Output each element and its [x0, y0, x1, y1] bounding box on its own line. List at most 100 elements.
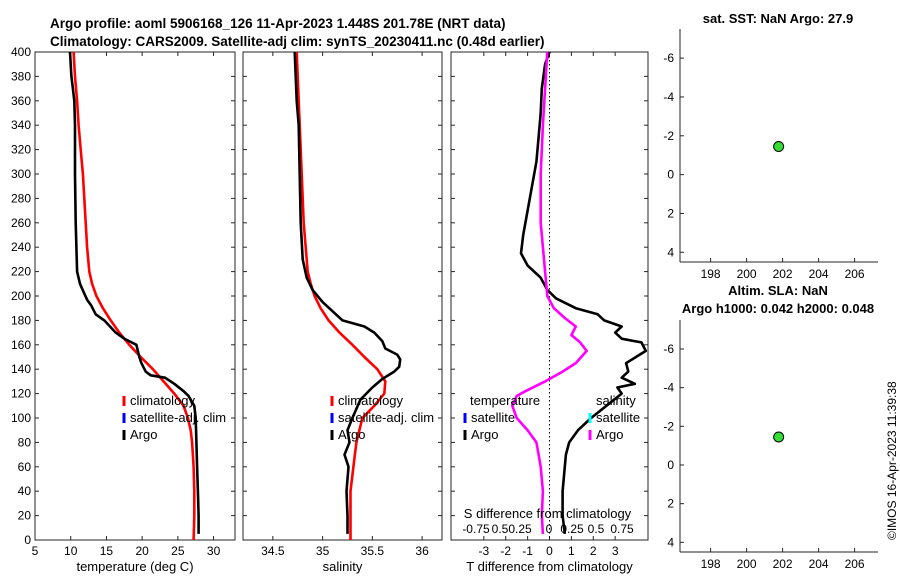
x-tick-label: 204 — [809, 557, 829, 571]
legend-title-salinity: salinity — [596, 393, 636, 408]
y-tick-label: 280 — [11, 191, 31, 205]
x-tick-label: -3 — [478, 544, 489, 558]
y-tick-label: 40 — [18, 484, 32, 498]
y-tick-label: 340 — [11, 118, 31, 132]
y-tick-label: -2 — [663, 419, 674, 433]
legend-item-label: satellite — [596, 410, 640, 425]
x-tick-label: 5 — [32, 544, 39, 558]
top-tick-label: 0.75 — [610, 522, 634, 536]
x-tick-label: 34.5 — [261, 544, 285, 558]
y-tick-label: 80 — [18, 435, 32, 449]
x-tick-label: 202 — [773, 557, 793, 571]
axes-box — [34, 51, 236, 541]
x-tick-label: 35.5 — [361, 544, 385, 558]
figure-title-line1: Argo profile: aoml 5906168_126 11-Apr-20… — [50, 16, 505, 31]
y-tick-label: -4 — [663, 90, 674, 104]
y-tick-label: 320 — [11, 143, 31, 157]
x-tick-label: 35 — [316, 544, 330, 558]
y-tick-label: 120 — [11, 387, 31, 401]
y-tick-label: 2 — [667, 497, 674, 511]
axes-box — [242, 51, 443, 541]
y-tick-label: 200 — [11, 289, 31, 303]
top-tick-label: 0 — [546, 522, 553, 536]
sla-panel-subtitle: Argo h1000: 0.042 h2000: 0.048 — [682, 301, 874, 316]
temperature-panel: 5 10 15 20 25 3002040608010012014016018020022… — [11, 45, 236, 574]
top-tick-label: 0.5 — [588, 522, 605, 536]
y-tick-label: -6 — [663, 51, 674, 65]
x-tick-label: 202 — [773, 267, 793, 281]
figure-title-line2: Climatology: CARS2009. Satellite-adj cli… — [50, 34, 544, 49]
y-tick-label: 300 — [11, 167, 31, 181]
legend-item-label: satellite-adj. clim — [338, 410, 434, 425]
series-argo — [293, 51, 402, 534]
top-axis-label: S difference from climatology — [464, 506, 632, 521]
y-tick-label: 140 — [11, 362, 31, 376]
sst-panel-title: sat. SST: NaN Argo: 27.9 — [703, 11, 854, 26]
y-tick-label: 260 — [11, 216, 31, 230]
x-tick-label: 198 — [701, 557, 721, 571]
y-tick-label: 240 — [11, 240, 31, 254]
top-tick-label: -0.75 — [462, 522, 490, 536]
y-tick-label: 4 — [667, 535, 674, 549]
float-position-point — [773, 431, 785, 443]
x-tick-label: 206 — [845, 557, 865, 571]
x-tick-label: 3 — [612, 544, 619, 558]
y-tick-label: -2 — [663, 129, 674, 143]
legend-item-label: climatology — [130, 393, 196, 408]
y-tick-label: 380 — [11, 69, 31, 83]
y-tick-label: 0 — [24, 533, 31, 547]
x-tick-label: 20 — [135, 544, 149, 558]
legend-item-label: Argo — [130, 427, 157, 442]
top-tick-label: 0.25 — [508, 522, 532, 536]
x-tick-label: 30 — [207, 544, 221, 558]
x-tick-label: 204 — [809, 267, 829, 281]
x-tick-label: -2 — [500, 544, 511, 558]
y-tick-label: 60 — [18, 460, 32, 474]
series-t-argo — [519, 51, 648, 535]
x-tick-label: 200 — [737, 557, 757, 571]
y-tick-label: -4 — [663, 381, 674, 395]
legend-title-temperature: temperature — [470, 393, 540, 408]
top-tick-label: 0.5 — [492, 522, 509, 536]
sla-panel: -6 -4 -2 0 2 4 198 200 202 204 206 — [663, 320, 878, 571]
legend-item-label: satellite-adj. clim — [130, 410, 226, 425]
y-tick-label: 4 — [667, 245, 674, 259]
x-tick-label: 36 — [415, 544, 429, 558]
y-tick-label: 100 — [11, 411, 31, 425]
y-tick-label: 360 — [11, 94, 31, 108]
x-tick-label: 25 — [171, 544, 185, 558]
sst-panel: -6 -4 -2 0 2 4 198 200 202 204 206 — [663, 29, 878, 281]
x-tick-label: 15 — [100, 544, 114, 558]
x-tick-label: 198 — [701, 267, 721, 281]
y-tick-label: 0 — [667, 168, 674, 182]
y-tick-label: 220 — [11, 265, 31, 279]
legend-item-label: Argo — [596, 427, 623, 442]
x-tick-label: 200 — [737, 267, 757, 281]
legend-item-label: satellite — [471, 410, 515, 425]
y-tick-label: 160 — [11, 338, 31, 352]
salinity-panel: 34.5 35 35.5 36 salinity climatology satellite… — [242, 51, 443, 574]
difference-panel: -3 -2 -1 0 1 2 3T difference from climatology S… — [450, 51, 649, 574]
float-position-point — [773, 141, 785, 153]
y-tick-label: 0 — [667, 458, 674, 472]
x-tick-label: -1 — [522, 544, 533, 558]
legend-item-label: Argo — [338, 427, 365, 442]
x-tick-label: 2 — [590, 544, 597, 558]
x-axis-label: T difference from climatology — [466, 559, 633, 574]
footer-stamp: ©IMOS 16-Apr-2023 11:39:38 — [885, 381, 899, 540]
series-climatology — [72, 51, 196, 541]
legend-item-label: Argo — [471, 427, 498, 442]
y-tick-label: 20 — [18, 509, 32, 523]
x-axis-label: salinity — [323, 559, 363, 574]
x-axis-label: temperature (deg C) — [76, 559, 193, 574]
top-tick-label: 0.25 — [560, 522, 584, 536]
y-tick-label: -6 — [663, 342, 674, 356]
x-tick-label: 1 — [568, 544, 575, 558]
x-tick-label: 0 — [546, 544, 553, 558]
x-tick-label: 10 — [64, 544, 78, 558]
sla-panel-title: Altim. SLA: NaN — [728, 283, 828, 298]
legend-item-label: climatology — [338, 393, 404, 408]
series-argo — [68, 51, 200, 534]
y-tick-label: 2 — [667, 206, 674, 220]
